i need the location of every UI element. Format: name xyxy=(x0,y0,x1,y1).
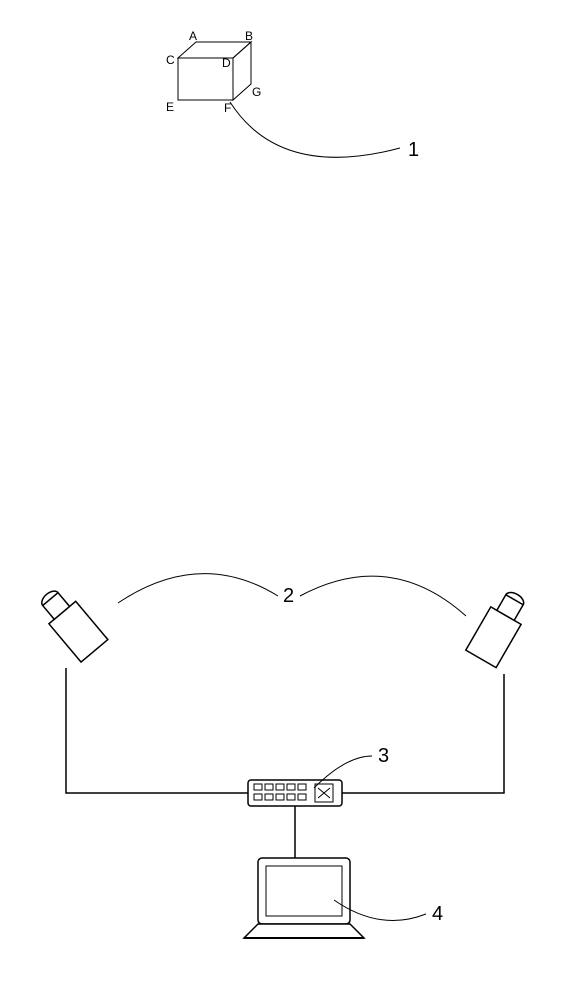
camera-right xyxy=(466,586,533,668)
callout-2-label: 2 xyxy=(283,585,294,607)
callout-1-label: 1 xyxy=(408,139,419,161)
callout-3-label: 3 xyxy=(378,745,389,767)
callout-4-label: 4 xyxy=(432,903,443,925)
target-box: A B C D E F G xyxy=(166,29,261,115)
vertex-label-d: D xyxy=(222,56,231,70)
vertex-label-a: A xyxy=(189,29,197,43)
vertex-label-c: C xyxy=(166,53,175,67)
vertex-label-b: B xyxy=(245,29,253,43)
callout-1: 1 xyxy=(230,102,419,161)
diagram-svg: A B C D E F G 1 xyxy=(0,0,574,1000)
cable-right xyxy=(342,674,504,793)
system-diagram: A B C D E F G 1 xyxy=(0,0,574,1000)
cable-left xyxy=(66,668,248,793)
callout-2: 2 xyxy=(118,574,466,616)
vertex-label-e: E xyxy=(166,100,174,114)
network-switch xyxy=(248,780,342,806)
camera-left xyxy=(33,583,107,662)
vertex-label-g: G xyxy=(252,85,261,99)
laptop xyxy=(244,858,364,938)
